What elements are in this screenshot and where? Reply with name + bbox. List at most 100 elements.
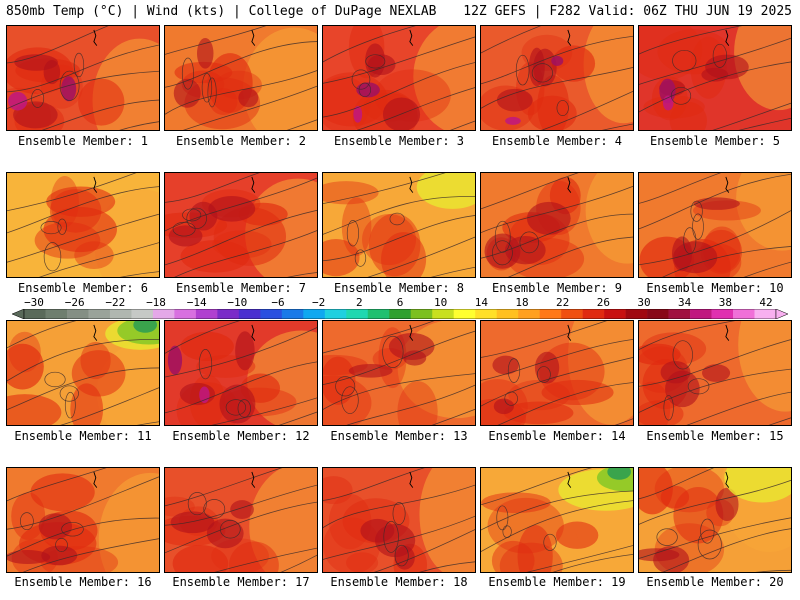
colorbar-tick-label: 22 xyxy=(556,296,570,309)
colorbar-tick-label: 30 xyxy=(637,296,651,309)
colorbar-segment xyxy=(260,309,283,319)
ensemble-member-label: Ensemble Member: 3 xyxy=(333,134,465,148)
colorbar-tick-label: −14 xyxy=(186,296,207,309)
ensemble-member-label: Ensemble Member: 8 xyxy=(333,281,465,295)
temperature-field-map xyxy=(7,26,159,130)
ensemble-member-label: Ensemble Member: 17 xyxy=(172,575,310,589)
ensemble-map-panel xyxy=(480,320,634,426)
colorbar-segment xyxy=(152,309,175,319)
colorbar-tick-label: 14 xyxy=(474,296,488,309)
colorbar-segment xyxy=(367,309,390,319)
ensemble-member-label: Ensemble Member: 19 xyxy=(488,575,626,589)
ensemble-member-label: Ensemble Member: 6 xyxy=(17,281,149,295)
header-title-right: 12Z GEFS | F282 Valid: 06Z THU JUN 19 20… xyxy=(463,4,792,19)
ensemble-map-panel xyxy=(638,320,792,426)
colorbar-segment xyxy=(195,309,218,319)
ensemble-map-panel xyxy=(322,25,476,131)
ensemble-map-panel xyxy=(6,467,160,573)
temperature-colorbar xyxy=(12,309,788,319)
colorbar-segment xyxy=(45,309,68,319)
colorbar-segment xyxy=(518,309,540,319)
ensemble-member-label: Ensemble Member: 4 xyxy=(491,134,623,148)
colorbar-segment xyxy=(690,309,712,319)
ensemble-member-label: Ensemble Member: 12 xyxy=(172,429,310,443)
temperature-field-map xyxy=(481,321,633,425)
colorbar-tick-label: 38 xyxy=(718,296,732,309)
colorbar-segment xyxy=(432,309,455,319)
temperature-field-map xyxy=(165,173,317,277)
temperature-field-map xyxy=(323,26,475,130)
colorbar-segment xyxy=(711,309,734,319)
ensemble-map-panel xyxy=(638,25,792,131)
colorbar-tick-label: 18 xyxy=(515,296,529,309)
ensemble-member-label: Ensemble Member: 7 xyxy=(175,281,307,295)
ensemble-member-label: Ensemble Member: 10 xyxy=(646,281,784,295)
colorbar-segment xyxy=(346,309,369,319)
ensemble-map-panel xyxy=(322,467,476,573)
temperature-field-map xyxy=(639,26,791,130)
ensemble-map-panel xyxy=(164,320,318,426)
colorbar-segment xyxy=(582,309,605,319)
ensemble-map-panel xyxy=(164,172,318,278)
temperature-field-map xyxy=(639,468,791,572)
colorbar-tick-label: −26 xyxy=(64,296,85,309)
ensemble-map-panel xyxy=(6,320,160,426)
colorbar-segment xyxy=(389,309,412,319)
colorbar-segment xyxy=(324,309,347,319)
temperature-field-map xyxy=(7,468,159,572)
ensemble-member-label: Ensemble Member: 20 xyxy=(646,575,784,589)
colorbar-tick-label: 6 xyxy=(396,296,404,309)
temperature-field-map xyxy=(7,321,159,425)
colorbar-tick-label: 34 xyxy=(678,296,692,309)
temperature-field-map xyxy=(481,26,633,130)
colorbar-tick-label: 10 xyxy=(434,296,448,309)
ensemble-map-panel xyxy=(6,172,160,278)
header-title-left: 850mb Temp (°C) | Wind (kts) | College o… xyxy=(6,4,437,19)
ensemble-map-panel xyxy=(164,25,318,131)
colorbar-segment xyxy=(217,309,240,319)
temperature-field-map xyxy=(481,173,633,277)
temperature-field-map xyxy=(639,173,791,277)
colorbar-right-arrow xyxy=(775,309,788,319)
colorbar-segment xyxy=(539,309,562,319)
temperature-field-map xyxy=(165,321,317,425)
ensemble-member-label: Ensemble Member: 13 xyxy=(330,429,468,443)
ensemble-member-label: Ensemble Member: 18 xyxy=(330,575,468,589)
ensemble-member-label: Ensemble Member: 9 xyxy=(491,281,623,295)
temperature-field-map xyxy=(481,468,633,572)
ensemble-member-label: Ensemble Member: 11 xyxy=(14,429,152,443)
ensemble-map-panel xyxy=(480,25,634,131)
colorbar-tick-label: −2 xyxy=(312,296,326,309)
colorbar-segment xyxy=(453,309,476,319)
colorbar-segment xyxy=(131,309,154,319)
ensemble-map-panel xyxy=(480,467,634,573)
colorbar-segment xyxy=(410,309,433,319)
colorbar-tick-label: −22 xyxy=(105,296,126,309)
colorbar-segment xyxy=(668,309,691,319)
temperature-field-map xyxy=(165,468,317,572)
colorbar-segment xyxy=(109,309,132,319)
ensemble-map-panel xyxy=(480,172,634,278)
colorbar-segment xyxy=(733,309,755,319)
colorbar-tick-label: −18 xyxy=(146,296,166,309)
colorbar-segment xyxy=(66,309,89,319)
ensemble-map-panel xyxy=(6,25,160,131)
ensemble-map-panel xyxy=(322,320,476,426)
colorbar-segment xyxy=(238,309,261,319)
colorbar-tick-label: −6 xyxy=(271,296,285,309)
ensemble-member-label: Ensemble Member: 5 xyxy=(649,134,781,148)
ensemble-member-label: Ensemble Member: 14 xyxy=(488,429,626,443)
colorbar-tick-label: 42 xyxy=(759,296,773,309)
colorbar-segment xyxy=(604,309,626,319)
temperature-field-map xyxy=(323,468,475,572)
temperature-field-map xyxy=(7,173,159,277)
colorbar-left-arrow xyxy=(12,309,25,319)
colorbar-segment xyxy=(281,309,304,319)
colorbar-segment xyxy=(625,309,648,319)
ensemble-member-label: Ensemble Member: 16 xyxy=(14,575,152,589)
ensemble-member-label: Ensemble Member: 1 xyxy=(17,134,149,148)
temperature-field-map xyxy=(323,321,475,425)
ensemble-map-panel xyxy=(638,172,792,278)
colorbar-tick-label: −10 xyxy=(227,296,248,309)
ensemble-member-label: Ensemble Member: 15 xyxy=(646,429,784,443)
